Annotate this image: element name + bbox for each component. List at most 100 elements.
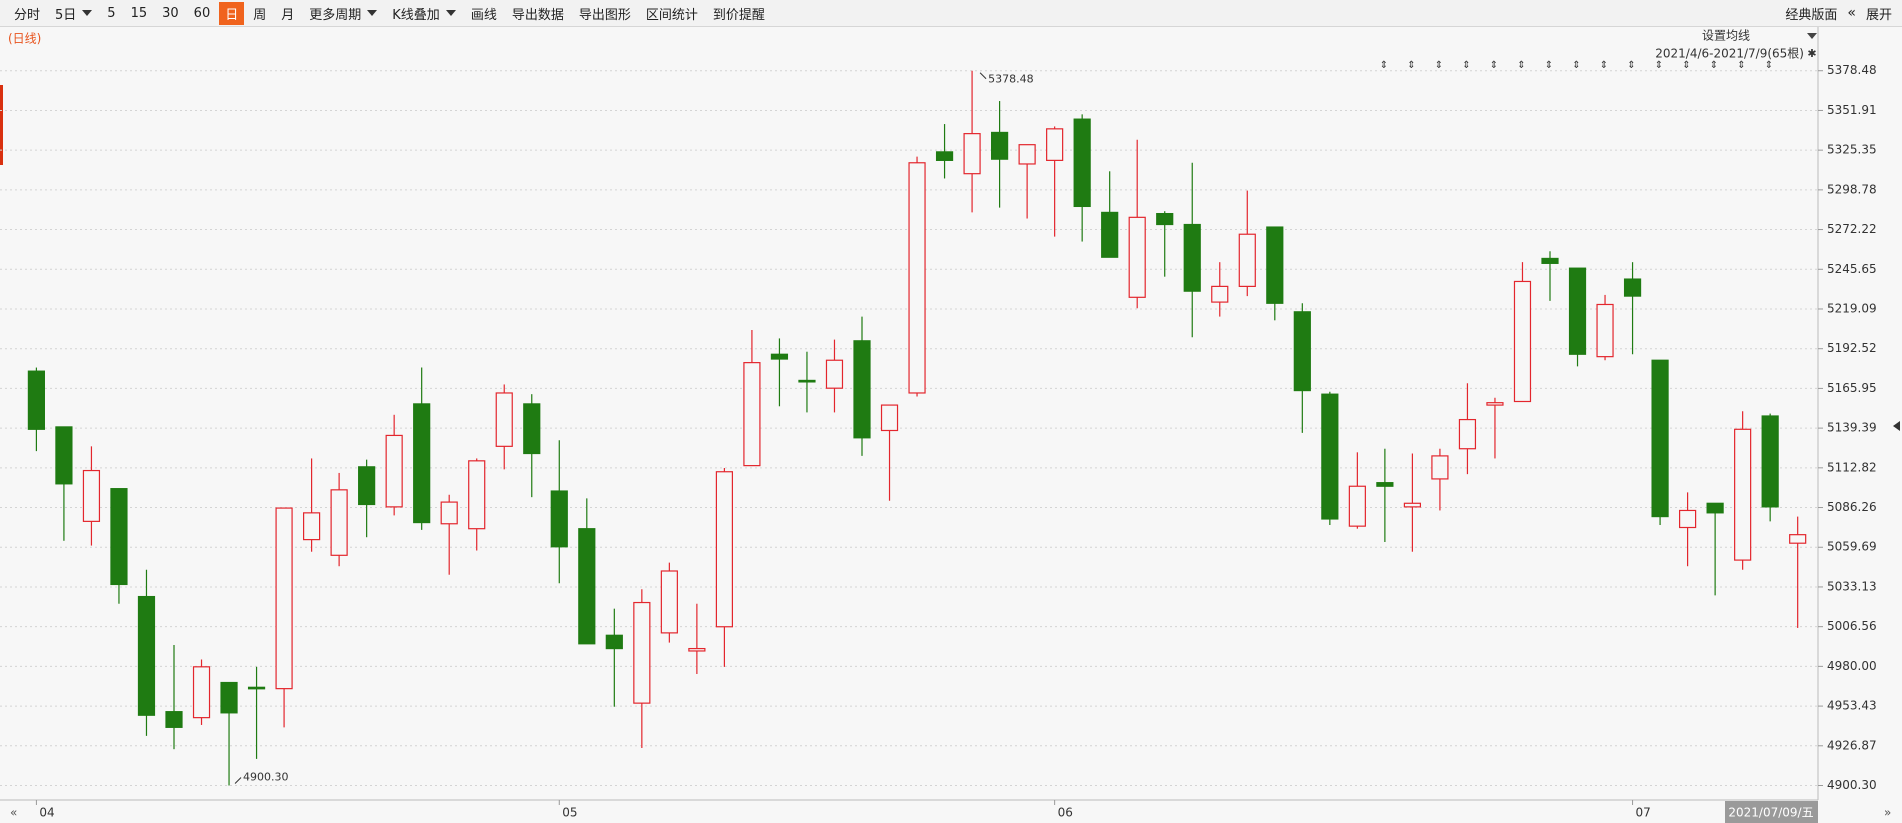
y-tick-label: 5006.56 <box>1827 619 1877 633</box>
candle-body <box>303 512 321 541</box>
toolbar-item[interactable]: 30 <box>156 4 185 23</box>
annotation-arrow <box>979 72 987 80</box>
chart: (日线) 设置均线 2021/4/6-2021/7/9(65根) ✱ 2021/… <box>0 27 1902 823</box>
toolbar-item[interactable]: 月 <box>275 2 300 25</box>
y-tick-label: 5219.09 <box>1827 301 1877 315</box>
candle-body <box>715 471 734 628</box>
cursor-date-box <box>1725 801 1818 823</box>
toolbar-label[interactable]: 日 <box>225 7 239 23</box>
toolbar-item[interactable]: 分时 <box>8 2 46 25</box>
ma-caret <box>1807 33 1817 39</box>
y-tick-label: 5139.39 <box>1827 421 1877 435</box>
toolbar-item[interactable]: 5日 <box>49 2 98 25</box>
toolbar-label[interactable]: 15 <box>130 5 148 21</box>
y-tick-label: 5192.52 <box>1827 341 1877 355</box>
low-annotation: 4900.30 <box>243 771 288 784</box>
marker-icon: ⇕ <box>1710 60 1718 71</box>
candle-body <box>110 488 128 586</box>
toolbar-label[interactable]: 30 <box>162 5 179 21</box>
candle-body <box>1183 223 1201 292</box>
ma-button[interactable]: 设置均线 <box>1702 29 1750 43</box>
candle-body <box>935 151 954 161</box>
candle-body <box>1458 418 1477 450</box>
toolbar-label[interactable]: K线叠加 <box>392 7 440 23</box>
toolbar-item[interactable]: 更多周期 <box>303 2 383 25</box>
toolbar-label[interactable]: 到价提醒 <box>712 7 765 23</box>
marker-icon: ⇕ <box>1545 60 1553 71</box>
toolbar-right: 经典版面 « 展开 <box>1785 4 1902 23</box>
toolbar-item[interactable]: 画线 <box>465 2 503 25</box>
candle-body <box>1541 257 1559 264</box>
toolbar-label[interactable]: 更多周期 <box>309 7 362 23</box>
candle-body <box>880 404 899 432</box>
y-tick-label: 5378.48 <box>1827 63 1877 77</box>
scroll-right[interactable]: » <box>1884 806 1891 820</box>
toolbar-label[interactable]: 画线 <box>470 7 497 23</box>
toolbar-item[interactable]: 导出图形 <box>573 2 637 25</box>
toolbar-label[interactable]: 周 <box>253 7 267 23</box>
marker-icon: ⇕ <box>1765 60 1773 71</box>
toolbar-item[interactable]: 日 <box>219 1 245 25</box>
candle-body <box>605 634 623 650</box>
candle-body <box>688 647 706 652</box>
toolbar-label[interactable]: 区间统计 <box>645 7 698 23</box>
y-tick-label: 5112.82 <box>1827 460 1877 474</box>
y-tick-label: 5298.78 <box>1827 182 1877 196</box>
y-tick-label: 5165.95 <box>1827 381 1877 395</box>
toolbar-label[interactable]: 5日 <box>55 7 77 23</box>
toolbar-item[interactable]: K线叠加 <box>386 2 462 25</box>
marker-icon: ⇕ <box>1627 60 1635 71</box>
y-tick-label: 4980.00 <box>1827 659 1877 673</box>
toolbar-item[interactable]: 60 <box>188 4 217 23</box>
marker-icon: ⇕ <box>1682 60 1690 71</box>
candle-body <box>1651 359 1669 518</box>
toolbar-label[interactable]: 60 <box>193 5 211 21</box>
dropdown-caret[interactable] <box>82 10 93 16</box>
candle-body <box>1678 509 1697 529</box>
candle-body <box>990 131 1009 160</box>
candle-body <box>1376 482 1394 487</box>
dropdown-caret[interactable] <box>367 10 378 16</box>
candle-body <box>1156 212 1174 226</box>
candle-body <box>660 570 678 634</box>
candle-body <box>825 359 844 389</box>
pin-icon[interactable]: ✱ <box>1807 47 1816 60</box>
toolbar-label[interactable]: 分时 <box>14 7 41 23</box>
toolbar-label[interactable]: 导出数据 <box>511 7 564 23</box>
candle-body <box>1486 402 1504 406</box>
marker-icon: ⇕ <box>1737 60 1745 71</box>
toolbar-item[interactable]: 到价提醒 <box>707 2 771 25</box>
toolbar-item[interactable]: 周 <box>247 2 272 25</box>
toolbar-label[interactable]: 5 <box>107 5 116 21</box>
toolbar-label[interactable]: 导出图形 <box>578 7 631 23</box>
candle-body <box>1018 144 1036 165</box>
side-indicator <box>0 85 3 165</box>
candle-body <box>1211 285 1229 303</box>
candle-body <box>1238 233 1256 287</box>
scroll-left[interactable]: « <box>10 806 17 820</box>
candle-body <box>523 403 541 455</box>
toolbar-label[interactable]: 月 <box>281 7 295 23</box>
candle-body <box>550 490 568 548</box>
marker-icon: ⇕ <box>1407 60 1415 71</box>
x-tick-label: 04 <box>39 806 54 820</box>
candle-body <box>908 162 926 394</box>
candle-body <box>468 460 486 530</box>
toolbar-item[interactable]: 导出数据 <box>506 2 570 25</box>
layout-button[interactable]: 经典版面 <box>1785 7 1838 23</box>
candle-body <box>770 353 789 360</box>
candle-body <box>413 403 431 524</box>
marker-icon: ⇕ <box>1380 60 1388 71</box>
toolbar-item[interactable]: 5 <box>101 4 121 23</box>
marker-icon: ⇕ <box>1572 60 1580 71</box>
candle-body <box>633 601 651 704</box>
y-tick-label: 5351.91 <box>1827 103 1877 117</box>
toolbar-item[interactable]: 区间统计 <box>640 2 704 25</box>
collapse-icon[interactable]: « <box>1847 5 1856 21</box>
expand-button[interactable]: 展开 <box>1865 7 1892 23</box>
toolbar-item[interactable]: 15 <box>125 4 154 23</box>
chart-background <box>0 27 1902 823</box>
candle-body <box>1513 280 1532 403</box>
marker-icon: ⇕ <box>1462 60 1470 71</box>
dropdown-caret[interactable] <box>445 10 456 16</box>
